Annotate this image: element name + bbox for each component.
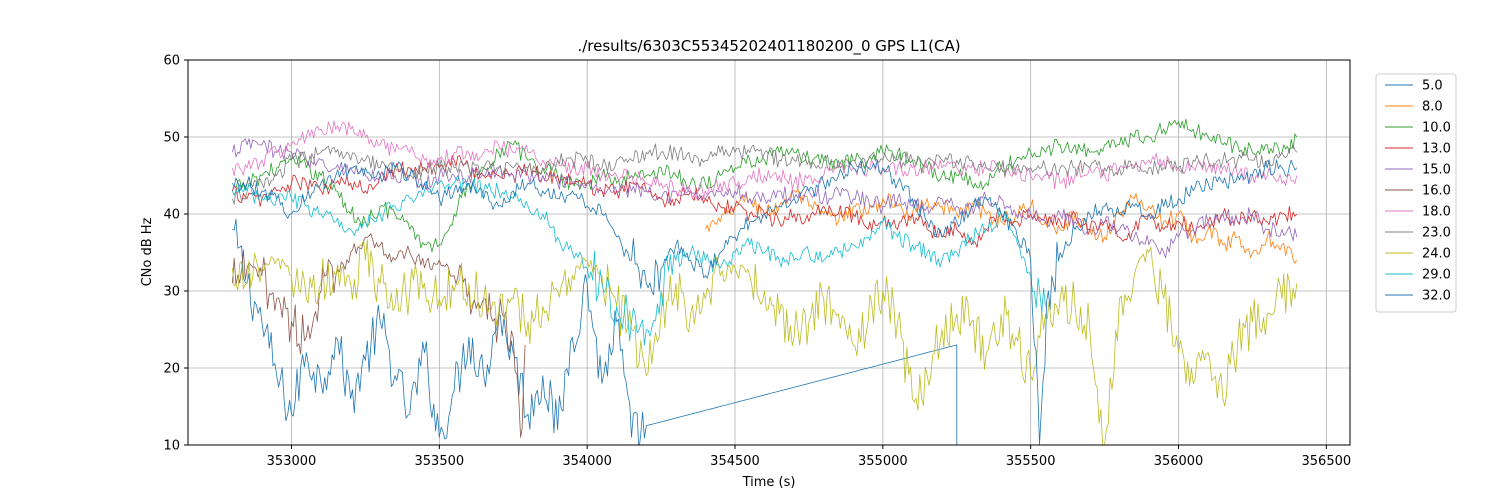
plot-frame	[187, 59, 1351, 446]
series-line-8.0	[705, 188, 1298, 264]
x-tick-label: 353000	[267, 454, 317, 469]
y-tick-label: 20	[163, 362, 180, 377]
series-line-16.0	[232, 233, 526, 438]
series-line-29.0	[232, 175, 1046, 346]
y-tick-label: 40	[163, 208, 180, 223]
legend-label: 29.0	[1422, 268, 1451, 283]
x-tick-label: 356000	[1154, 454, 1204, 469]
x-tick-label: 356500	[1302, 454, 1352, 469]
series-layer	[232, 118, 1298, 445]
x-axis: 353000 353500 354000 354500 355000 355500 3560…	[267, 445, 1352, 469]
y-axis-label: CNo dB Hz	[140, 217, 155, 286]
x-axis-label: Time (s)	[742, 475, 796, 490]
legend-label: 10.0	[1422, 121, 1451, 136]
y-tick-label: 60	[163, 54, 180, 69]
series-line-5.0	[232, 218, 958, 445]
y-tick-label: 10	[163, 439, 180, 454]
legend-label: 15.0	[1422, 163, 1451, 178]
legend-label: 16.0	[1422, 184, 1451, 199]
x-tick-label: 354000	[562, 454, 612, 469]
legend-label: 13.0	[1422, 142, 1451, 157]
x-tick-label: 354500	[710, 454, 760, 469]
x-tick-label: 353500	[415, 454, 465, 469]
x-tick-label: 355500	[1006, 454, 1056, 469]
y-axis: 10 20 30 40 50 60	[163, 54, 188, 454]
legend-label: 8.0	[1422, 100, 1443, 115]
legend-label: 18.0	[1422, 205, 1451, 220]
y-tick-label: 50	[163, 131, 180, 146]
y-tick-label: 30	[163, 285, 180, 300]
legend-label: 5.0	[1422, 79, 1443, 94]
chart-title: ./results/6303C55345202401180200_0 GPS L…	[577, 37, 960, 56]
legend: 5.0 8.0 10.0 13.0 15.0 16.0 18.0 23.0 24.0 29.0 32…	[1375, 73, 1457, 313]
legend-label: 24.0	[1422, 247, 1451, 262]
x-tick-label: 355000	[858, 454, 908, 469]
series-line-24.0	[232, 239, 1298, 445]
series-line-32.0	[232, 159, 1298, 445]
legend-label: 32.0	[1422, 289, 1451, 304]
series-line-10.0	[232, 118, 1298, 253]
legend-label: 23.0	[1422, 226, 1451, 241]
